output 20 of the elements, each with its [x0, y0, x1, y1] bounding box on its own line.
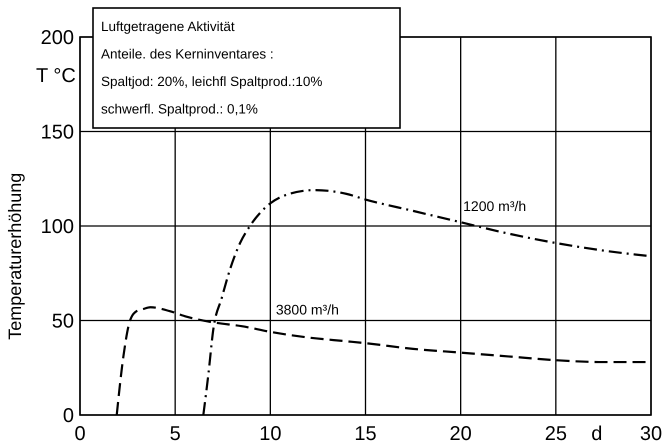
y-tick-label: 100 — [40, 216, 74, 238]
annotation: Spaltjod: 20%, leichfl Spaltprod.:10% — [101, 74, 322, 89]
y-tick-label: 200 — [40, 27, 74, 49]
y-tick-label: 50 — [52, 310, 74, 332]
x-tick-label: 25 — [544, 423, 567, 445]
text: T °C — [36, 65, 76, 87]
annotation: Anteile. des Kerninventares : — [101, 46, 274, 62]
text: Luftgetragene Aktivität — [101, 19, 235, 34]
annotation: schwerfl. Spaltprod.: 0,1% — [101, 102, 258, 116]
y-tick-label: 0 — [62, 405, 74, 427]
series-label: 3800 m³/h — [276, 302, 339, 318]
x-tick-label: 15 — [354, 423, 377, 445]
y-axis-title: Temperaturerhöhung — [5, 172, 25, 340]
x-tick-label: 5 — [170, 423, 181, 445]
x-tick-label: 30 — [640, 423, 662, 445]
x-tick-label: 10 — [259, 423, 282, 445]
x-tick-label: 20 — [450, 423, 472, 445]
x-axis-title: d — [591, 423, 602, 445]
y-tick-label: 150 — [40, 122, 74, 144]
series-label: 1200 m³/h — [463, 198, 526, 214]
